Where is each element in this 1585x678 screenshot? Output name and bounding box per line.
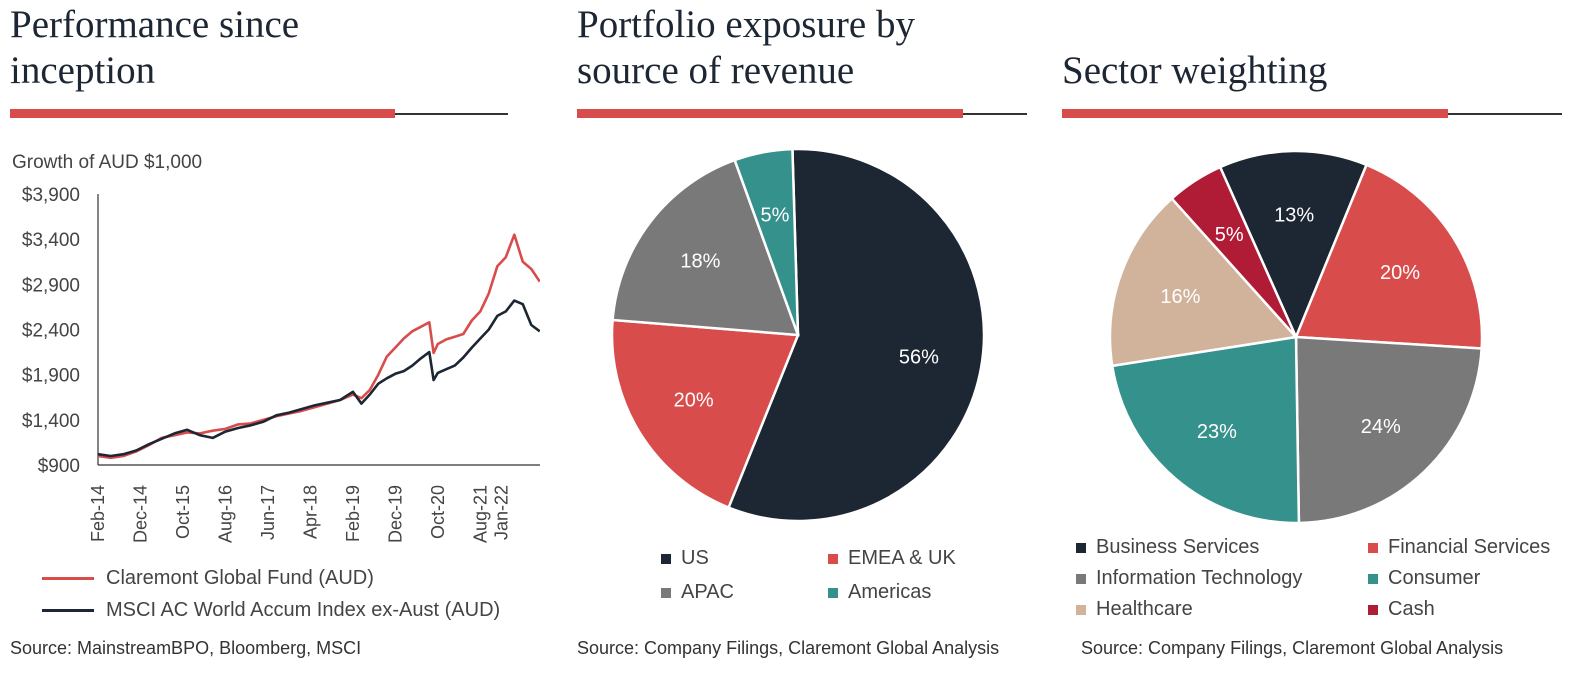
y-tick-label: $2,900 bbox=[22, 275, 80, 296]
legend-item-consumer: Consumer bbox=[1368, 567, 1480, 590]
fund-series-line bbox=[97, 233, 540, 460]
legend-swatch bbox=[1076, 573, 1086, 584]
legend-label: Healthcare bbox=[1096, 598, 1193, 620]
legend-item-healthcare: Healthcare bbox=[1076, 598, 1193, 621]
title-rule bbox=[1062, 109, 1562, 118]
legend-label-index: MSCI AC World Accum Index ex-Aust (AUD) bbox=[106, 599, 501, 621]
performance-line-chart: $900 $1,400 $1,900 $2,400 $2,900 $3,400 $3,900… bbox=[22, 185, 540, 543]
y-tick-label: $1,900 bbox=[22, 366, 80, 387]
x-tick-label: Oct-20 bbox=[428, 485, 448, 539]
title-rule bbox=[10, 109, 508, 118]
chart-subtitle: Growth of AUD $1,000 bbox=[12, 152, 203, 173]
x-tick-label: Dec-19 bbox=[385, 485, 405, 543]
pie-slice-us bbox=[726, 147, 986, 523]
slice-label-healthcare: 16% bbox=[1160, 286, 1200, 308]
legend-item-information-technology: Information Technology bbox=[1076, 567, 1302, 590]
legend-label: Information Technology bbox=[1096, 567, 1303, 589]
title-rule bbox=[577, 109, 1027, 118]
title-rule-accent bbox=[1062, 109, 1448, 118]
legend-line-index bbox=[42, 609, 94, 612]
legend-item-index: MSCI AC World Accum Index ex-Aust (AUD) bbox=[42, 599, 500, 622]
legend-item-americas: Americas bbox=[828, 581, 931, 604]
legend-label: Cash bbox=[1388, 598, 1435, 620]
legend-label: Americas bbox=[848, 581, 932, 603]
legend-swatch bbox=[661, 553, 671, 564]
legend-label: US bbox=[681, 547, 709, 569]
pie-slice-information-technology bbox=[1294, 335, 1483, 525]
title-rule-accent bbox=[10, 109, 395, 118]
revenue-exposure-panel: Portfolio exposure by source of revenue … bbox=[565, 0, 1045, 678]
y-tick-label: $900 bbox=[38, 456, 80, 477]
title-rule-accent bbox=[577, 109, 963, 118]
pie-slice-business-services bbox=[1218, 149, 1369, 341]
slice-label-financial-services: 20% bbox=[1380, 262, 1420, 284]
legend-item-emea: EMEA & UK bbox=[828, 547, 956, 570]
title-line-1: Performance since bbox=[10, 3, 300, 46]
revenue-pie-chart: 56% 20% 18% 5% bbox=[610, 147, 986, 523]
x-tick-label: Jan-22 bbox=[492, 485, 512, 540]
panel-title: Portfolio exposure by source of revenue bbox=[577, 2, 915, 94]
x-tick-label: Oct-15 bbox=[173, 485, 193, 539]
slice-label-information-technology: 24% bbox=[1361, 416, 1401, 438]
legend-item-business-services: Business Services bbox=[1076, 536, 1259, 559]
legend-swatch bbox=[1368, 542, 1378, 553]
title-line-1: Portfolio exposure by bbox=[577, 3, 915, 46]
panel-title: Sector weighting bbox=[1062, 49, 1328, 92]
legend-swatch bbox=[1076, 542, 1086, 553]
pie-slice-healthcare bbox=[1108, 196, 1299, 368]
x-tick-label: Dec-14 bbox=[130, 485, 150, 543]
x-tick-label: Aug-16 bbox=[215, 485, 235, 543]
title-line-2: inception bbox=[10, 49, 156, 92]
legend-swatch bbox=[828, 587, 838, 598]
legend-label: Financial Services bbox=[1388, 536, 1551, 558]
x-tick-label: Feb-19 bbox=[343, 485, 363, 542]
y-tick-label: $3,900 bbox=[22, 185, 80, 206]
legend-swatch bbox=[1076, 604, 1086, 615]
y-tick-label: $1,400 bbox=[22, 411, 80, 432]
legend-label: EMEA & UK bbox=[848, 547, 956, 569]
legend-swatch bbox=[828, 553, 838, 564]
index-series-line bbox=[97, 299, 540, 458]
legend-item-us: US bbox=[661, 547, 709, 570]
x-tick-label: Apr-18 bbox=[300, 485, 320, 539]
slice-label-us: 56% bbox=[899, 347, 939, 369]
pie-slice-financial-services bbox=[1294, 163, 1484, 350]
x-tick-label: Aug-21 bbox=[470, 485, 490, 543]
y-tick-label: $2,400 bbox=[22, 321, 80, 342]
legend-swatch bbox=[661, 587, 671, 598]
legend-item-apac: APAC bbox=[661, 581, 734, 604]
sector-pie-chart: 13% 20% 24% 23% 16% 5% bbox=[1108, 149, 1484, 525]
x-tick-label: Feb-14 bbox=[88, 485, 108, 542]
y-tick-label: $3,400 bbox=[22, 230, 80, 251]
title-line-2: source of revenue bbox=[577, 49, 855, 92]
legend-swatch bbox=[1368, 573, 1378, 584]
legend-item-fund: Claremont Global Fund (AUD) bbox=[42, 567, 374, 590]
legend-line-fund bbox=[42, 577, 94, 580]
source-note: Source: Company Filings, Claremont Globa… bbox=[577, 638, 1000, 658]
legend-item-financial-services: Financial Services bbox=[1368, 536, 1550, 559]
legend-label: Business Services bbox=[1096, 536, 1260, 558]
slice-label-consumer: 23% bbox=[1197, 421, 1237, 443]
slice-label-apac: 18% bbox=[680, 251, 720, 273]
panel-title: Performance since inception bbox=[10, 2, 299, 94]
slice-label-emea-uk: 20% bbox=[674, 390, 714, 412]
legend-label: Consumer bbox=[1388, 567, 1481, 589]
pie-slice-consumer bbox=[1110, 335, 1301, 525]
slice-label-cash: 5% bbox=[1215, 224, 1244, 246]
legend-label-fund: Claremont Global Fund (AUD) bbox=[106, 567, 374, 589]
pie-slice-americas bbox=[733, 147, 800, 336]
pie-slice-emea-uk bbox=[610, 318, 800, 510]
sector-weighting-panel: Sector weighting 13% 20% 24% 23% 16% 5% Busin… bbox=[1050, 0, 1585, 678]
legend-item-cash: Cash bbox=[1368, 598, 1435, 621]
source-note: Source: MainstreamBPO, Bloomberg, MSCI bbox=[10, 638, 362, 658]
slice-label-americas: 5% bbox=[761, 204, 790, 226]
pie-slice-cash bbox=[1170, 165, 1298, 338]
pie-slice-apac bbox=[611, 158, 800, 337]
legend-swatch bbox=[1368, 604, 1378, 615]
x-tick-label: Jun-17 bbox=[258, 485, 278, 540]
legend-label: APAC bbox=[681, 581, 734, 603]
source-note: Source: Company Filings, Claremont Globa… bbox=[1081, 638, 1504, 658]
slice-label-business-services: 13% bbox=[1274, 204, 1314, 226]
performance-panel: Performance since inception Growth of AU… bbox=[0, 0, 540, 678]
